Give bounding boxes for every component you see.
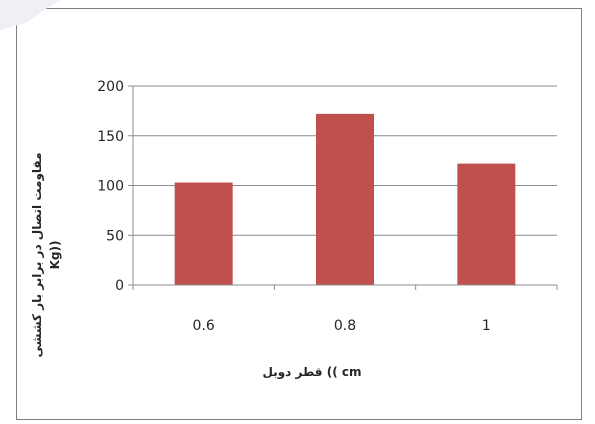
bars	[174, 113, 516, 285]
corner-decoration	[0, 0, 60, 30]
y-axis-title-line1: مقاومت اتصال در برابر بار کششی	[30, 153, 45, 358]
x-tick-label: 1	[482, 318, 491, 334]
y-tick-label: 150	[97, 129, 124, 145]
bar	[457, 163, 516, 285]
bar	[316, 113, 374, 285]
y-tick-labels: 0 50 100 150 200	[97, 79, 124, 294]
axes	[132, 86, 558, 290]
y-axis-title: مقاومت اتصال در برابر بار کششی Kg))	[30, 153, 62, 358]
x-tick-label: 0.8	[334, 318, 356, 334]
y-axis-title-line2: Kg))	[48, 241, 62, 270]
x-axis-title: قطر دوبل (( cm	[263, 365, 362, 380]
y-tick-label: 50	[106, 228, 124, 244]
bar	[174, 182, 233, 285]
y-tick-label: 0	[115, 278, 124, 294]
y-tick-label: 100	[97, 179, 124, 195]
x-tick-label: 0.6	[193, 318, 215, 334]
y-tick-label: 200	[97, 79, 124, 95]
x-tick-labels: 0.6 0.8 1	[193, 318, 491, 334]
